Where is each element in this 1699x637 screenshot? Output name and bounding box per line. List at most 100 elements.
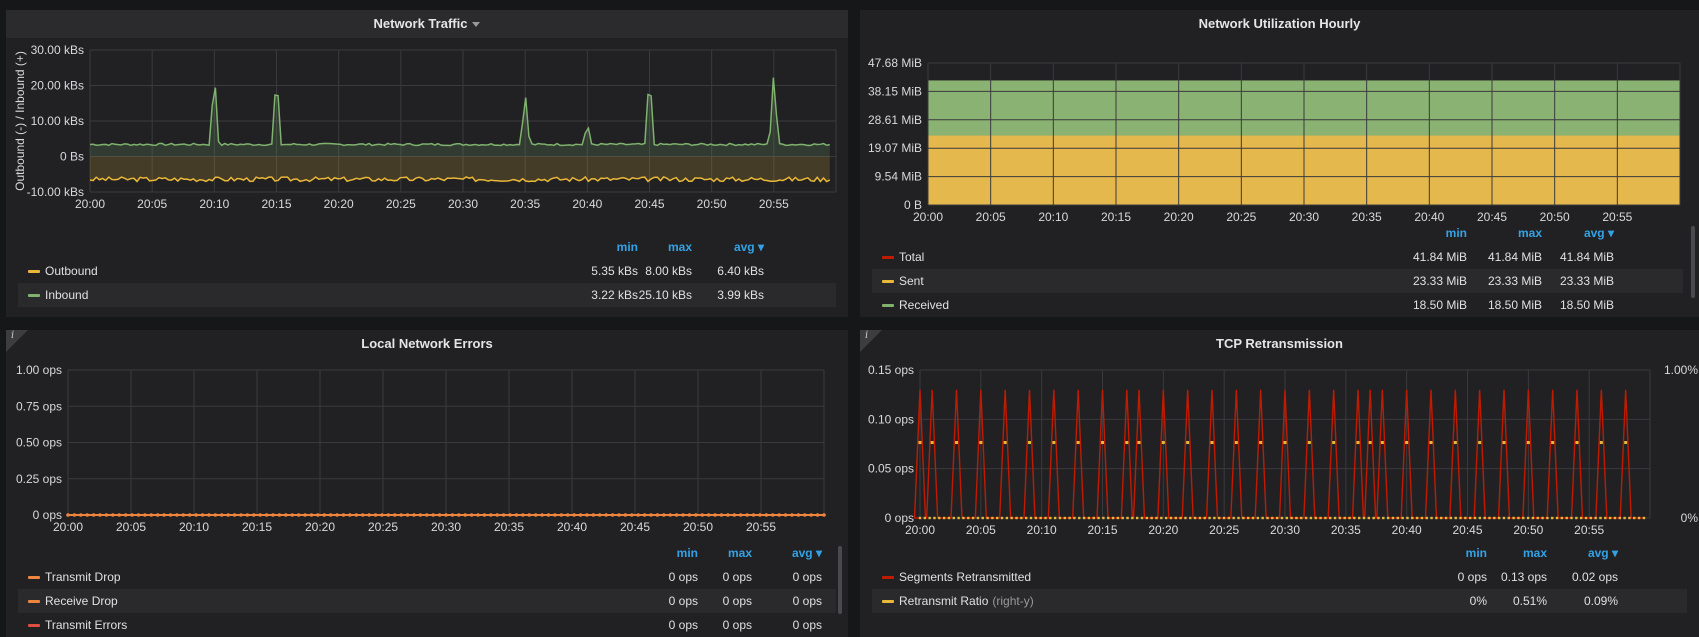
data-point: [72, 513, 77, 517]
x-tick-label: 20:00: [75, 197, 105, 211]
data-point: [1522, 516, 1525, 520]
data-point: [1193, 516, 1197, 520]
series-name: Sent: [899, 274, 924, 288]
legend-min-value: 18.50 MiB: [1412, 298, 1467, 312]
data-point: [1453, 441, 1457, 445]
data-point: [1237, 516, 1240, 520]
data-point: [476, 513, 480, 517]
data-point: [104, 513, 109, 517]
legend-sort-max[interactable]: max: [667, 240, 692, 254]
data-point: [623, 513, 628, 517]
x-tick-label: 20:40: [557, 520, 587, 534]
legend-item[interactable]: Transmit Errors 0 ops 0 ops 0 ops: [18, 613, 836, 637]
data-point: [565, 513, 570, 517]
data-point: [155, 513, 160, 517]
legend-sort-min[interactable]: min: [1445, 226, 1467, 240]
data-point: [469, 513, 474, 517]
data-point: [591, 513, 596, 517]
x-tick-label: 20:10: [199, 197, 229, 211]
data-point: [1623, 516, 1626, 520]
data-point: [1174, 516, 1177, 520]
data-point: [1526, 516, 1530, 520]
legend-scrollbar[interactable]: [1691, 226, 1695, 298]
y-tick-label: 28.61 MiB: [868, 113, 922, 127]
legend-min-value: 0 ops: [668, 618, 698, 632]
data-point: [986, 516, 989, 520]
panel-title-menu[interactable]: Network Traffic: [6, 10, 848, 38]
data-point: [629, 513, 634, 517]
legend-item[interactable]: Retransmit Ratio (right-y) 0% 0.51% 0.09%: [872, 589, 1687, 613]
legend-item[interactable]: Total 41.84 MiB 41.84 MiB 41.84 MiB: [872, 245, 1683, 269]
x-tick-label: 20:35: [494, 520, 524, 534]
local-network-errors-chart: 20:00 20:05 20:10 20:15 20:20 20:25 20:30 20:35…: [16, 365, 826, 534]
panel-title: Local Network Errors: [361, 336, 493, 351]
legend-sort-avg[interactable]: avg ▾: [1587, 546, 1618, 560]
data-point: [111, 513, 115, 517]
legend-item[interactable]: Transmit Drop 0 ops 0 ops 0 ops: [18, 565, 836, 589]
legend-item[interactable]: Segments Retransmitted 0 ops 0.13 ops 0.02 …: [872, 565, 1687, 589]
data-point: [918, 441, 922, 445]
data-point: [1468, 516, 1472, 520]
data-point: [1169, 516, 1173, 520]
legend-avg-value: 0.09%: [1583, 594, 1618, 608]
legend-sort-min[interactable]: min: [1465, 546, 1487, 560]
legend-item[interactable]: Outbound 5.35 kBs 8.00 kBs 6.40 kBs: [18, 259, 836, 283]
legend-item[interactable]: Received 18.50 MiB 18.50 MiB 18.50 MiB: [872, 293, 1683, 317]
data-point: [1386, 516, 1390, 520]
legend-max-value: 23.33 MiB: [1487, 274, 1542, 288]
y2-tick-label: 1.00%: [1664, 365, 1698, 377]
legend-item[interactable]: Inbound 3.22 kBs 25.10 kBs 3.99 kBs: [18, 283, 836, 307]
legend-sort-avg[interactable]: avg ▾: [791, 546, 822, 560]
data-point: [1082, 516, 1086, 520]
legend-sort-avg[interactable]: avg ▾: [1583, 226, 1614, 240]
data-point: [1232, 516, 1235, 520]
legend-item[interactable]: Receive Drop 0 ops 0 ops 0 ops: [18, 589, 836, 613]
x-tick-label: 20:10: [1027, 523, 1057, 537]
legend: min max avg ▾ Segments Retransmitted 0 ops 0.…: [872, 543, 1687, 613]
x-tick-label: 20:15: [242, 520, 272, 534]
data-point: [967, 516, 970, 520]
data-point: [264, 513, 269, 517]
x-tick-label: 20:35: [1331, 523, 1361, 537]
x-tick-label: 20:10: [1038, 210, 1068, 224]
data-point: [1512, 516, 1515, 520]
data-point: [955, 441, 958, 445]
data-point: [1599, 516, 1602, 520]
data-point: [508, 513, 512, 517]
data-point: [1430, 516, 1433, 520]
series-swatch: [28, 624, 40, 627]
x-tick-label: 20:15: [1101, 210, 1131, 224]
data-point: [1314, 516, 1317, 520]
legend-sort-min[interactable]: min: [676, 546, 698, 560]
series-swatch: [28, 270, 40, 273]
data-point: [1005, 516, 1009, 520]
series-axis-note: (right-y): [992, 594, 1034, 608]
data-point: [1382, 516, 1385, 520]
legend-avg-value: 0 ops: [792, 594, 822, 608]
data-point: [405, 513, 410, 517]
legend-max-value: 0 ops: [722, 594, 752, 608]
data-point: [373, 513, 378, 517]
legend-sort-avg[interactable]: avg ▾: [733, 240, 764, 254]
info-icon[interactable]: i: [6, 330, 28, 352]
y-tick-label: 9.54 MiB: [875, 170, 922, 184]
data-point: [1551, 516, 1554, 520]
data-point: [1613, 516, 1617, 520]
local-network-errors-panel: i Local Network Errors 20:00 20:05 20:10 20…: [6, 330, 848, 637]
legend-sort-min[interactable]: min: [616, 240, 638, 254]
legend-item[interactable]: Sent 23.33 MiB 23.33 MiB 23.33 MiB: [872, 269, 1683, 293]
legend-sort-max[interactable]: max: [727, 546, 752, 560]
data-point: [1483, 516, 1486, 520]
info-icon[interactable]: i: [860, 330, 882, 352]
data-point: [431, 513, 435, 517]
data-point: [258, 513, 263, 517]
data-point: [930, 441, 934, 445]
legend-sort-max[interactable]: max: [1517, 226, 1542, 240]
data-point: [1348, 516, 1351, 520]
legend-scrollbar[interactable]: [838, 546, 842, 614]
data-point: [1343, 516, 1346, 520]
data-point: [674, 513, 679, 517]
legend-sort-max[interactable]: max: [1522, 546, 1547, 560]
data-point: [303, 513, 307, 517]
x-tick-label: 20:45: [1477, 210, 1507, 224]
